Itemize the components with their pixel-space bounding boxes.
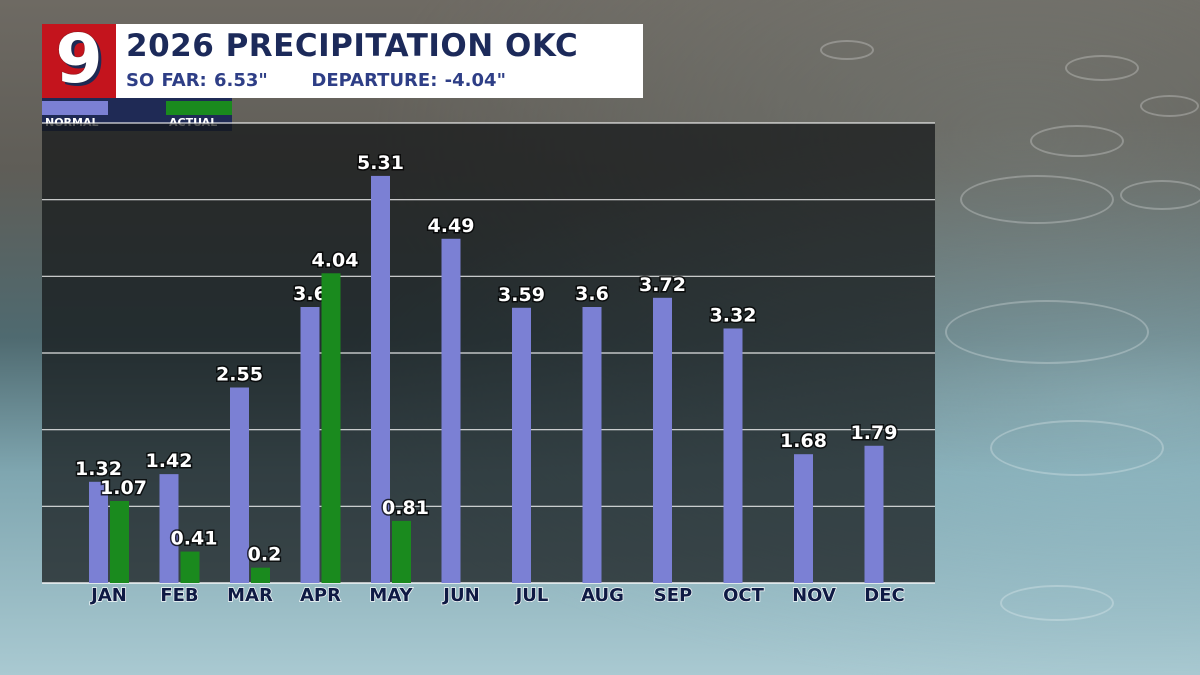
bar-actual xyxy=(392,520,411,583)
legend-actual-swatch xyxy=(166,101,232,115)
bar-normal xyxy=(230,387,249,583)
value-label-normal: 3.6 xyxy=(575,283,609,305)
month-label: APR xyxy=(300,585,341,606)
bar-actual xyxy=(321,273,341,583)
month-label: SEP xyxy=(654,585,692,606)
value-label-actual: 1.07 xyxy=(100,477,147,499)
value-label-actual: 0.41 xyxy=(171,528,218,550)
month-label: MAY xyxy=(369,585,413,606)
rain-ripple xyxy=(1000,585,1114,621)
bar-actual xyxy=(110,500,129,583)
value-label-normal: 2.55 xyxy=(216,364,263,386)
bar-normal xyxy=(371,175,390,583)
bar-normal xyxy=(512,307,531,583)
value-label-normal: 3.72 xyxy=(639,274,686,296)
value-label-normal: 5.31 xyxy=(357,152,404,174)
channel-logo: 9 xyxy=(42,20,116,99)
month-label: OCT xyxy=(723,585,765,606)
value-label-normal: 1.79 xyxy=(851,422,898,444)
month-label: JAN xyxy=(89,585,127,606)
value-label-actual: 0.2 xyxy=(248,544,282,566)
value-label-normal: 3.32 xyxy=(710,304,757,326)
rain-ripple xyxy=(820,40,874,60)
rain-ripple xyxy=(1030,125,1124,157)
rain-ripple xyxy=(960,175,1114,224)
value-label-normal: 3.59 xyxy=(498,284,545,306)
rain-ripple xyxy=(1065,55,1139,81)
month-label: JUL xyxy=(514,585,549,606)
bar-actual xyxy=(180,551,200,583)
bar-normal xyxy=(159,474,179,583)
bar-normal xyxy=(864,445,884,583)
value-label-normal: 4.49 xyxy=(428,215,475,237)
logo-digit: 9 xyxy=(55,20,103,99)
month-label: AUG xyxy=(581,585,624,606)
bar-actual xyxy=(251,567,270,583)
month-label: DEC xyxy=(864,585,904,606)
value-label-normal: 1.32 xyxy=(75,458,122,480)
month-label: JUN xyxy=(441,585,479,606)
legend-normal-swatch xyxy=(42,101,108,115)
rain-ripple xyxy=(990,420,1164,476)
bar-normal xyxy=(723,328,743,583)
bar-normal xyxy=(582,307,602,583)
rain-ripple xyxy=(1120,180,1200,210)
value-label-normal: 1.68 xyxy=(780,430,827,452)
bar-normal xyxy=(300,307,320,583)
value-label-normal: 1.42 xyxy=(146,450,193,472)
title-banner: 9 2026 PRECIPITATION OKC SO FAR: 6.53" D… xyxy=(42,20,643,99)
chart-title: 2026 PRECIPITATION OKC xyxy=(126,28,579,64)
value-label-actual: 4.04 xyxy=(312,249,359,271)
month-label: FEB xyxy=(160,585,198,606)
value-label-actual: 0.81 xyxy=(382,497,429,519)
chart-subtitle: SO FAR: 6.53" DEPARTURE: -4.04" xyxy=(126,70,506,91)
bar-normal xyxy=(89,481,108,583)
rain-ripple xyxy=(1140,95,1199,117)
rain-ripple xyxy=(945,300,1149,364)
bar-normal xyxy=(794,454,813,583)
month-label: NOV xyxy=(792,585,836,606)
month-label: MAR xyxy=(227,585,273,606)
bar-normal xyxy=(441,238,461,583)
bar-normal xyxy=(653,297,672,583)
